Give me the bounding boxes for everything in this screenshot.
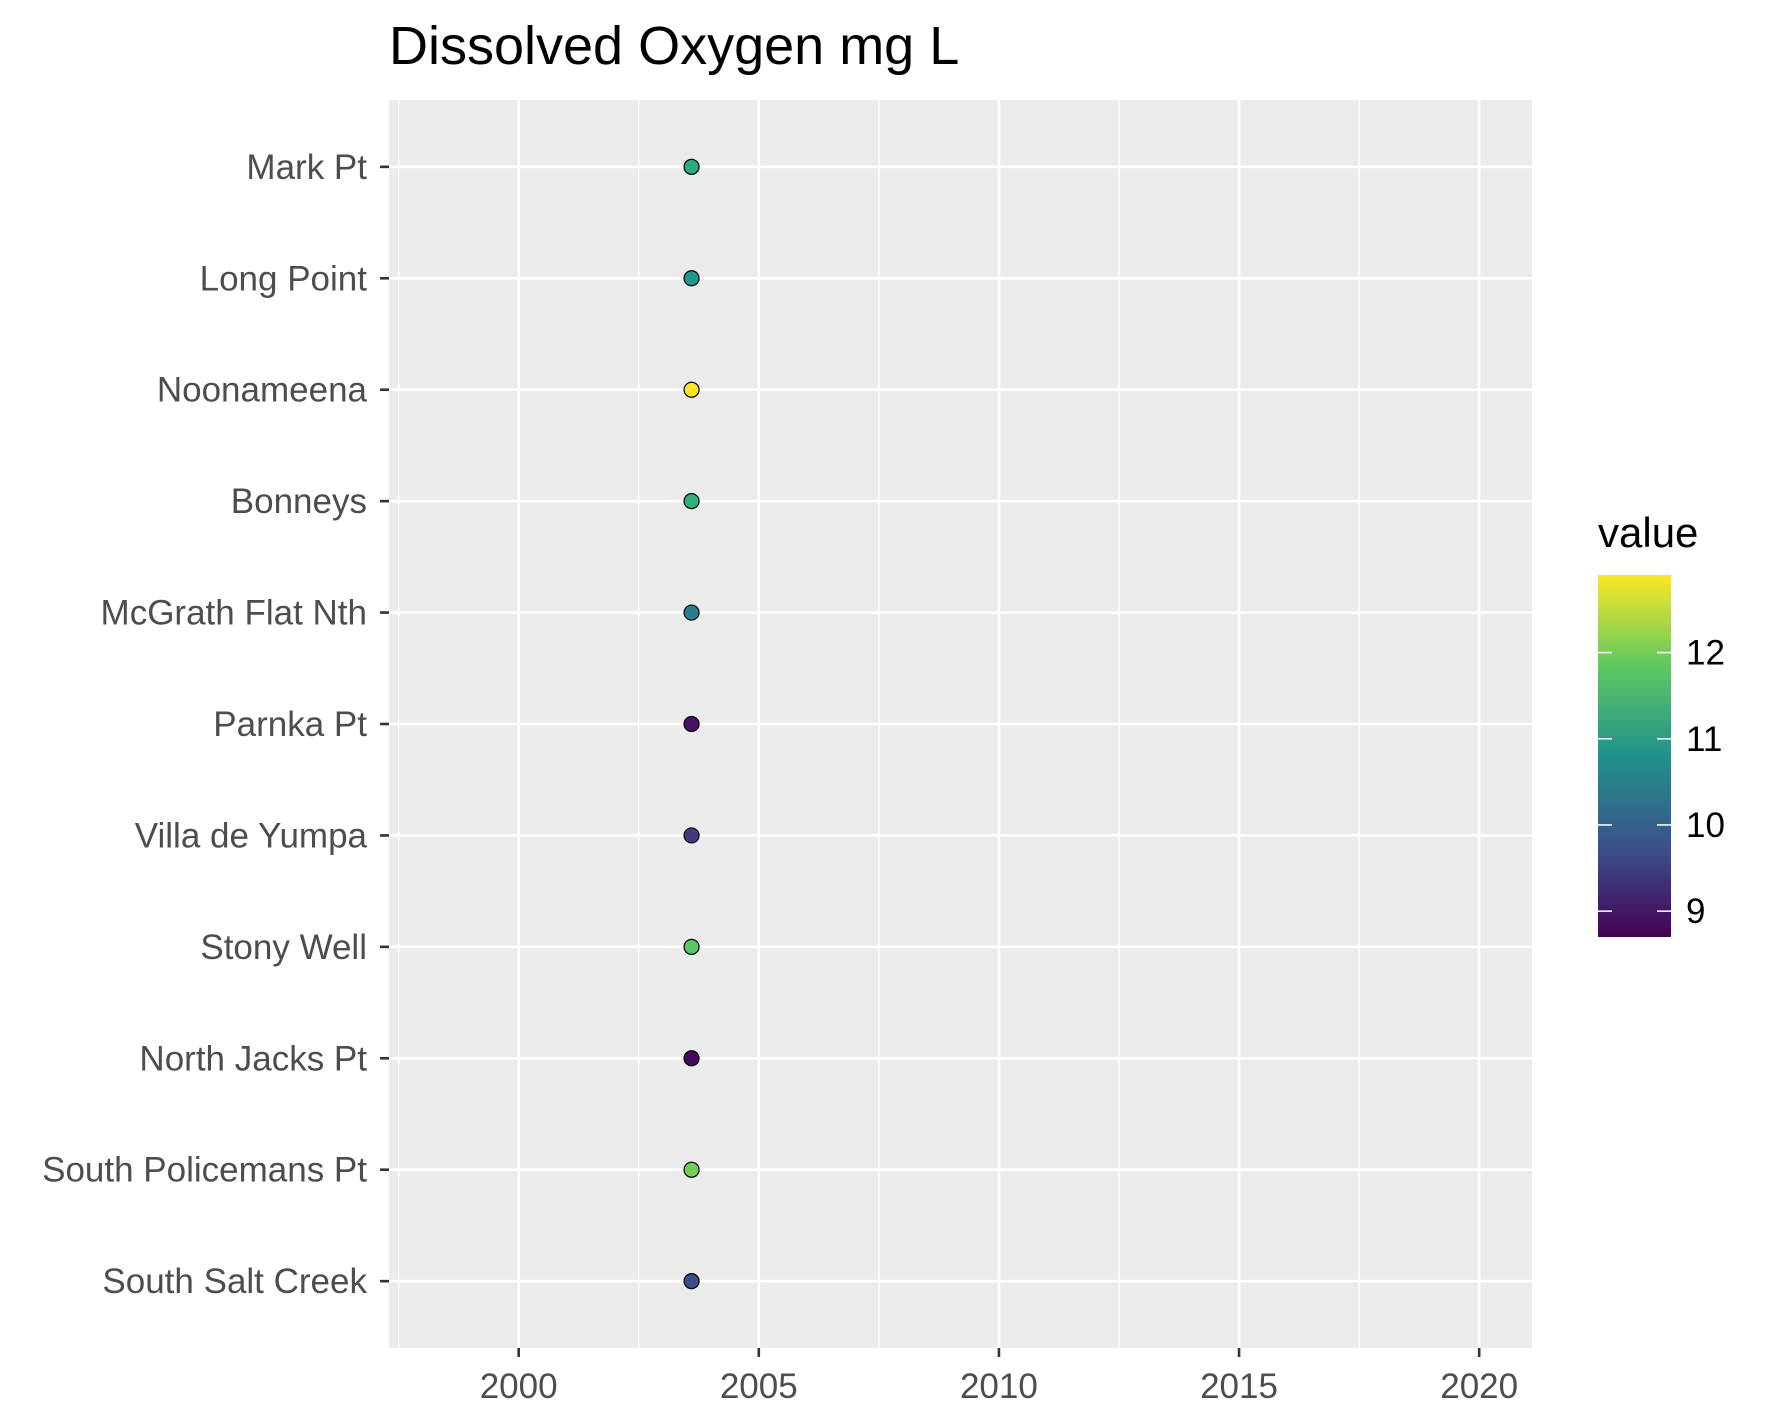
data-point xyxy=(683,1273,700,1290)
data-point xyxy=(683,938,700,955)
data-point xyxy=(683,270,700,287)
y-tick-label: Long Point xyxy=(200,259,368,298)
data-point xyxy=(683,715,700,733)
legend-title: value xyxy=(1598,509,1698,556)
y-tick-label: Noonameena xyxy=(157,371,368,410)
data-points xyxy=(683,158,700,1290)
colorbar-label: 11 xyxy=(1686,720,1722,759)
colorbar-label: 9 xyxy=(1686,892,1705,931)
data-point xyxy=(683,493,700,510)
x-tick-label: 2015 xyxy=(1200,1367,1278,1406)
data-point xyxy=(683,604,700,621)
data-point xyxy=(683,827,700,844)
x-tick-label: 2005 xyxy=(720,1367,798,1406)
y-tick-label: South Salt Creek xyxy=(102,1262,367,1301)
y-tick-label: Bonneys xyxy=(231,482,367,521)
chart-title: Dissolved Oxygen mg L xyxy=(389,16,959,76)
x-tick-label: 2020 xyxy=(1440,1367,1518,1406)
color-legend: value 9 10 11 12 xyxy=(1598,509,1725,937)
data-point xyxy=(683,1161,700,1178)
y-tick-label: Stony Well xyxy=(200,928,367,967)
colorbar-label: 10 xyxy=(1686,806,1725,845)
colorbar-ticks: 9 10 11 12 xyxy=(1598,634,1725,931)
data-point xyxy=(683,158,700,175)
y-tick-label: Parnka Pt xyxy=(213,705,367,744)
y-tick-label: Mark Pt xyxy=(246,148,367,187)
data-point xyxy=(683,381,700,398)
data-point xyxy=(683,1050,700,1067)
colorbar-label: 12 xyxy=(1686,634,1725,673)
y-axis: South Salt Creek South Policemans Pt North… xyxy=(42,148,389,1301)
x-tick-label: 2010 xyxy=(960,1367,1038,1406)
y-tick-label: Villa de Yumpa xyxy=(135,816,368,855)
y-tick-label: McGrath Flat Nth xyxy=(101,594,367,633)
major-gridlines xyxy=(389,100,1532,1348)
y-tick-label: South Policemans Pt xyxy=(42,1151,367,1190)
y-tick-label: North Jacks Pt xyxy=(139,1039,367,1078)
x-tick-label: 2000 xyxy=(480,1367,558,1406)
colorbar xyxy=(1598,575,1671,937)
x-axis: 2000 2005 2010 2015 2020 xyxy=(480,1348,1518,1406)
